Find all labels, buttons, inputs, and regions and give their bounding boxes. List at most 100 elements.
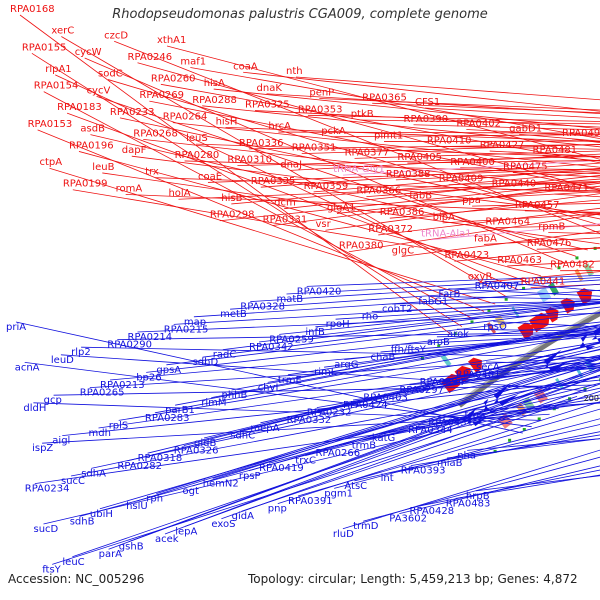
label-leader	[409, 367, 600, 386]
gene-label: fabB	[409, 190, 432, 201]
gene-label: chaB	[371, 352, 396, 363]
label-leader	[258, 302, 600, 343]
gene-label: vsr	[315, 219, 331, 230]
gene-label: holA	[168, 188, 190, 199]
label-leader	[166, 45, 600, 160]
gene-label: ffh/ftsY	[391, 344, 427, 355]
gene-label: RPA0394	[420, 377, 465, 388]
gene-label: exoS	[211, 519, 235, 530]
gene-label: hisB	[221, 193, 242, 204]
gene-label: PA3602	[389, 514, 427, 525]
gene-label: RPA0266	[316, 448, 361, 459]
gene-label: penP	[309, 88, 334, 99]
gene-label: RPA0154	[34, 81, 79, 92]
label-leader	[424, 107, 600, 119]
gene-label: glgC	[392, 245, 414, 256]
label-leader	[230, 283, 600, 310]
label-leader	[107, 79, 600, 226]
label-leader	[301, 143, 600, 155]
gene-label: RPA0153	[28, 119, 73, 130]
gene-label: RPA0199	[63, 179, 108, 190]
label-leader	[286, 277, 600, 295]
label-leader	[313, 167, 600, 193]
gene-label: RPA0366	[356, 186, 401, 197]
gene-label: RPA0457	[515, 200, 560, 211]
label-leader	[81, 346, 600, 359]
gene-label: RPA0464	[485, 217, 530, 228]
label-leader	[279, 301, 600, 335]
label-leader	[72, 374, 600, 558]
label-leader	[266, 93, 600, 114]
gene-label: metB	[220, 309, 247, 320]
label-leader	[410, 434, 600, 466]
map-title: Rhodopseudomonas palustris CGA009, compl…	[112, 7, 488, 22]
gene-label: RPA0342	[249, 342, 294, 353]
gene-label: sdhC	[230, 430, 255, 441]
gene-label: RPA0400	[450, 157, 495, 168]
gene-label: RPA0359	[304, 181, 349, 192]
gene-label: leuD	[51, 355, 74, 366]
label-leader	[72, 189, 553, 270]
label-leader	[380, 334, 600, 353]
gene-label: pgm1	[324, 488, 353, 499]
label-leader	[154, 332, 600, 414]
gene-labels: RPA0168 RPA0155 RPA0154 RPA0153 ctpA xerC rlpA…	[6, 4, 600, 575]
gene-label: CFS1	[415, 97, 440, 108]
gene-label: RPA0326	[174, 446, 219, 457]
label-leader	[400, 333, 600, 345]
gene-label: RPA0476	[527, 238, 572, 249]
gene-label: nth	[286, 66, 303, 77]
outer-dot	[557, 266, 561, 270]
label-leader	[267, 326, 600, 383]
label-leader	[219, 181, 600, 222]
label-leader	[222, 303, 600, 350]
label-leader	[70, 376, 600, 477]
gene-label: RPA0268	[133, 128, 178, 139]
gene-label: bipA	[433, 212, 455, 223]
gene-label: RPA0282	[117, 461, 162, 472]
gene-label: fabA	[474, 233, 497, 244]
outer-category-band	[536, 287, 552, 303]
gene-label: hslU	[126, 501, 148, 512]
forward-gene	[528, 312, 550, 333]
gene-label: RPA0420	[297, 286, 342, 297]
label-leader	[290, 153, 600, 171]
label-leader	[260, 162, 600, 188]
gene-label: nha	[457, 450, 476, 461]
gene-label: RPA0494	[562, 128, 600, 139]
gene-label: RPA0196	[69, 140, 114, 151]
gene-label: lnt	[381, 473, 394, 484]
label-leader	[331, 134, 600, 138]
gene-label: RPA0351	[292, 143, 337, 154]
gene-label: romA	[116, 183, 143, 194]
gene-label: sodC	[98, 69, 123, 80]
gene-label: dnaJ	[280, 159, 302, 170]
gene-label: RPA0388	[386, 169, 431, 180]
label-leader	[306, 274, 600, 287]
gene-label: RPA0427	[480, 140, 525, 151]
outer-category-band	[583, 263, 594, 277]
gene-label: RPA0428	[410, 506, 455, 517]
label-leader	[268, 374, 600, 464]
outer-category-band	[548, 282, 560, 296]
gene-label: ogt	[183, 486, 199, 497]
label-leader	[360, 119, 600, 125]
label-leader	[213, 88, 600, 130]
gene-label: asdB	[80, 124, 105, 135]
label-leader	[342, 449, 600, 530]
gene-label: trmE	[278, 375, 302, 386]
label-leader	[325, 387, 600, 449]
label-leader	[324, 330, 600, 368]
gene-label: xerC	[51, 26, 74, 37]
gene-label: RPA0259	[269, 334, 314, 345]
gene-label: RPA0335	[251, 176, 296, 187]
gene-label: RPA0482	[550, 260, 595, 271]
gene-label: RPA0390	[404, 114, 449, 125]
label-leader	[419, 191, 600, 202]
gene-label: RPA0328	[240, 302, 285, 313]
label-leader	[391, 301, 600, 305]
label-leader	[102, 172, 600, 245]
outer-dot	[522, 286, 526, 290]
gene-label: ftsY	[42, 564, 61, 575]
gene-label: phhB	[222, 390, 248, 401]
